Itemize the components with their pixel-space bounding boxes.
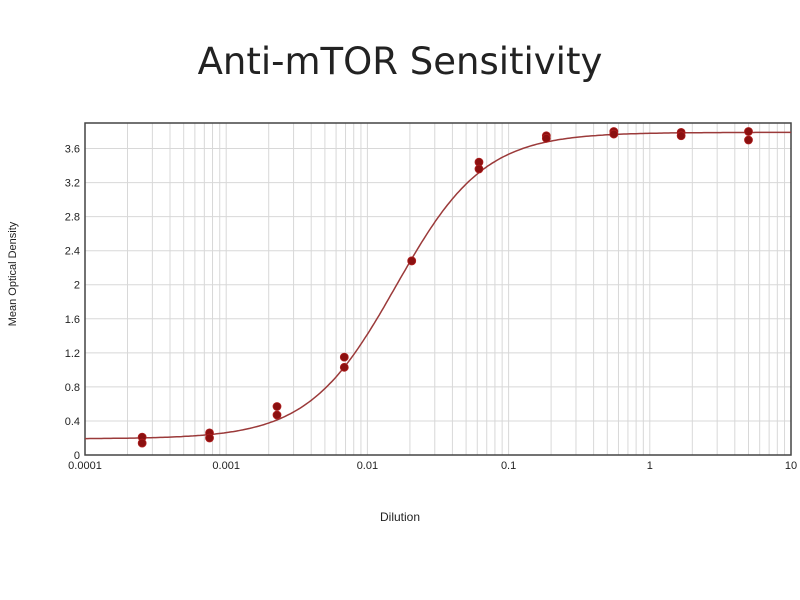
data-point <box>407 256 417 266</box>
data-point <box>339 362 349 372</box>
x-axis-label: Dilution <box>379 510 421 524</box>
y-tick-label: 1.6 <box>65 314 80 326</box>
x-tick-label: 10 <box>785 460 797 472</box>
y-tick-label: 1.2 <box>65 348 80 360</box>
data-point <box>137 438 147 448</box>
x-tick-label: 0.0001 <box>68 460 102 472</box>
x-tick-label: 0.001 <box>212 460 240 472</box>
data-point <box>339 352 349 362</box>
chart-title: Anti-mTOR Sensitivity <box>197 40 603 83</box>
y-tick-label: 2.4 <box>65 246 80 258</box>
y-tick-label: 2.8 <box>65 212 80 224</box>
data-point <box>205 433 214 443</box>
data-point <box>272 410 282 420</box>
data-point <box>272 402 282 411</box>
data-point <box>609 129 619 139</box>
y-tick-label: 0 <box>74 450 80 462</box>
y-tick-label: 3.2 <box>65 178 80 190</box>
y-tick-label: 2 <box>74 280 80 292</box>
data-point <box>744 127 753 136</box>
y-tick-label: 3.6 <box>65 144 80 156</box>
x-tick-label: 0.01 <box>357 460 378 472</box>
plot-frame <box>84 122 792 456</box>
data-point <box>744 135 753 145</box>
y-tick-label: 0.8 <box>65 382 80 394</box>
x-tick-label: 1 <box>647 460 653 472</box>
x-tick-label: 0.1 <box>501 460 516 472</box>
data-point <box>474 164 484 174</box>
y-tick-label: 0.4 <box>65 416 80 428</box>
fit-curve <box>85 131 791 440</box>
data-point <box>676 131 686 141</box>
data-point <box>541 133 551 143</box>
